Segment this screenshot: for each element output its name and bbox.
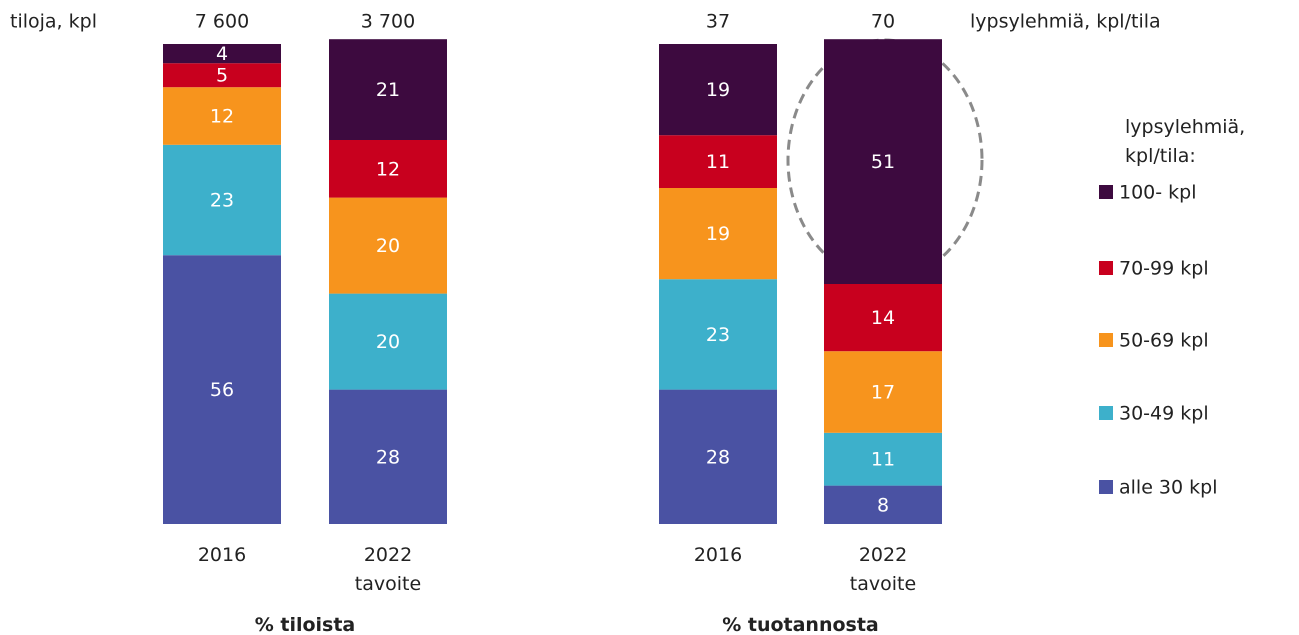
top-label: lypsylehmiä, kpl/tila bbox=[970, 11, 1161, 33]
segment-label: 17 bbox=[871, 382, 895, 404]
segment-label: 12 bbox=[210, 106, 234, 128]
segment-label: 4 bbox=[216, 43, 228, 65]
bar-segment bbox=[824, 39, 942, 285]
segment-label: 14 bbox=[871, 307, 895, 329]
bar-segment bbox=[659, 389, 777, 524]
x-tick-label: 2022 tavoite bbox=[354, 544, 422, 595]
segment-label: 19 bbox=[706, 79, 730, 101]
segment-label: 28 bbox=[376, 446, 400, 468]
legend-label: 100- kpl bbox=[1119, 182, 1197, 204]
segment-label: 21 bbox=[376, 79, 400, 101]
bar-segment bbox=[329, 197, 447, 294]
bar-segment bbox=[163, 87, 281, 145]
chart-title: % tiloista bbox=[254, 614, 356, 635]
column-total: 70 bbox=[871, 11, 895, 33]
legend-title: lypsylehmiä, kpl/tila: bbox=[1125, 116, 1246, 167]
bar-segment bbox=[329, 39, 447, 141]
bar-segment bbox=[329, 293, 447, 390]
segment-label: 23 bbox=[210, 190, 234, 212]
column-total: 37 bbox=[706, 11, 730, 33]
bar-segment bbox=[659, 279, 777, 390]
segment-label: 12 bbox=[376, 158, 400, 180]
bar-segment bbox=[659, 135, 777, 188]
bar-segment bbox=[329, 389, 447, 524]
segment-label: 56 bbox=[210, 379, 234, 401]
segment-label: 20 bbox=[376, 235, 400, 257]
legend-label: 50-69 kpl bbox=[1119, 330, 1209, 352]
x-tick-label: 2022 tavoite bbox=[849, 544, 917, 595]
legend-label: 30-49 kpl bbox=[1119, 403, 1209, 425]
segment-label: 28 bbox=[706, 446, 730, 468]
x-tick-label: 2016 bbox=[197, 544, 247, 566]
segment-label: 11 bbox=[871, 449, 895, 471]
bar-segment bbox=[659, 188, 777, 280]
x-tick-label: 2016 bbox=[693, 544, 743, 566]
bar-segment bbox=[824, 351, 942, 433]
chart-title: % tuotannosta bbox=[722, 614, 879, 635]
segment-label: 20 bbox=[376, 331, 400, 353]
top-label: tiloja, kpl bbox=[10, 11, 97, 33]
segment-label: 19 bbox=[706, 223, 730, 245]
bar-segment bbox=[163, 44, 281, 64]
legend-label: 70-99 kpl bbox=[1119, 258, 1209, 280]
bar-segment bbox=[824, 485, 942, 524]
legend-label: alle 30 kpl bbox=[1119, 477, 1218, 499]
segment-label: 51 bbox=[871, 151, 895, 173]
column-total: 7 600 bbox=[195, 11, 249, 33]
legend-swatch bbox=[1099, 333, 1113, 347]
bar-segment bbox=[163, 144, 281, 256]
segment-label: 8 bbox=[877, 494, 889, 516]
bar-segment bbox=[163, 255, 281, 524]
bar-segment bbox=[329, 140, 447, 198]
column-total: 3 700 bbox=[361, 11, 415, 33]
bar-segment bbox=[824, 432, 942, 486]
legend-swatch bbox=[1099, 480, 1113, 494]
segment-label: 5 bbox=[216, 65, 228, 87]
legend-swatch bbox=[1099, 185, 1113, 199]
legend-swatch bbox=[1099, 406, 1113, 420]
segment-label: 23 bbox=[706, 324, 730, 346]
segment-label: 11 bbox=[706, 151, 730, 173]
bar-segment bbox=[659, 44, 777, 136]
legend-swatch bbox=[1099, 261, 1113, 275]
bar-segment bbox=[163, 63, 281, 88]
bar-segment bbox=[824, 284, 942, 352]
